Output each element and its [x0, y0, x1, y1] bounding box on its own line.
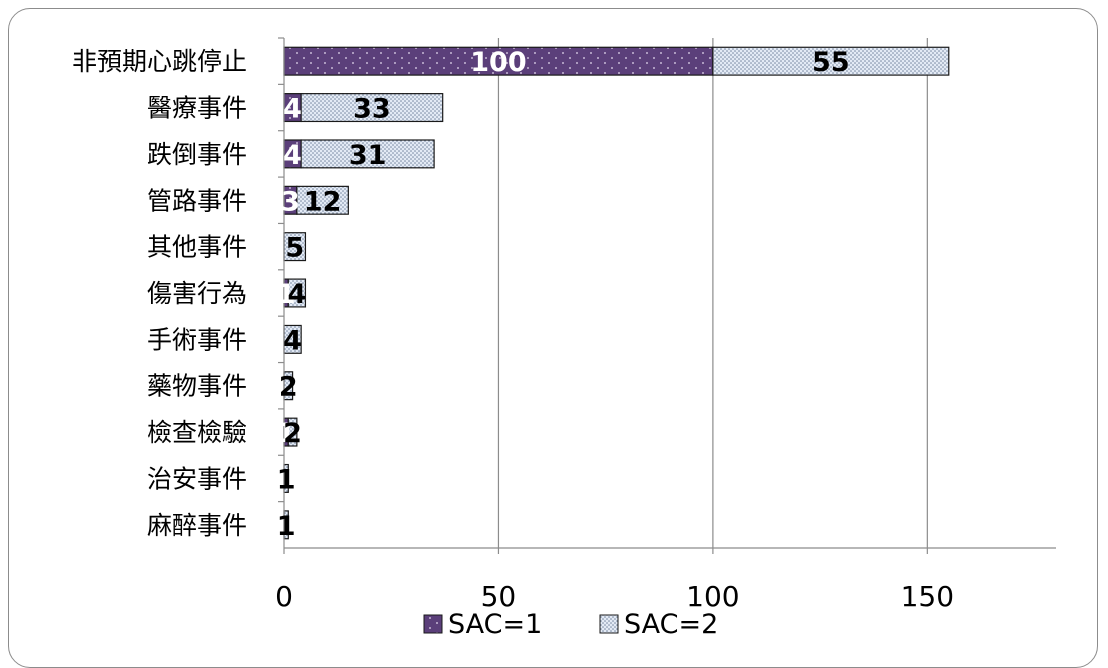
legend-swatch [423, 614, 443, 634]
bar-sac-2 [300, 139, 435, 169]
category-label: 其他事件 [147, 233, 247, 262]
data-label-sac-1: 100 [470, 47, 526, 78]
data-label-sac-2: 1 [277, 511, 296, 542]
x-tick-label: 50 [481, 580, 517, 613]
data-label-sac-2: 33 [353, 94, 391, 125]
bar-sac-2 [287, 417, 298, 447]
data-label-sac-2: 12 [304, 186, 342, 217]
bar-sac-1 [283, 46, 714, 76]
bar-sac-2 [300, 93, 444, 123]
data-label-sac-2: 4 [283, 325, 302, 356]
category-label: 藥物事件 [147, 372, 247, 401]
category-label: 麻醉事件 [147, 511, 247, 540]
data-label-sac-2: 2 [279, 372, 298, 403]
stacked-bar-chart: 非預期心跳停止醫療事件跌倒事件管路事件其他事件傷害行為手術事件藥物事件檢查檢驗治… [72, 37, 1056, 640]
data-label-sac-1: 4 [283, 140, 302, 171]
category-label: 管路事件 [147, 186, 247, 215]
bar-sac-2 [712, 46, 950, 76]
bar-sac-2 [296, 185, 349, 215]
bar-sac-2 [287, 278, 307, 308]
data-label-sac-1: 3 [281, 186, 300, 217]
data-label-sac-2: 55 [812, 47, 850, 78]
x-tick-label: 150 [901, 580, 954, 613]
data-label-sac-2: 31 [349, 140, 387, 171]
legend-label: SAC=2 [624, 609, 718, 640]
data-label-sac-1: 1 [277, 279, 296, 310]
data-label-sac-1: 4 [283, 94, 302, 125]
category-label: 手術事件 [147, 325, 247, 354]
data-label-sac-2: 2 [283, 418, 302, 449]
category-label: 檢查檢驗 [147, 418, 247, 447]
category-label: 非預期心跳停止 [72, 47, 247, 76]
data-label-sac-2: 5 [285, 233, 304, 264]
category-label: 醫療事件 [147, 94, 247, 123]
x-tick-label: 0 [275, 580, 293, 613]
category-label: 跌倒事件 [147, 140, 247, 169]
data-label-sac-2: 4 [287, 279, 306, 310]
legend-swatch [599, 614, 619, 634]
category-label: 治安事件 [147, 464, 247, 493]
data-label-sac-1: 1 [277, 418, 296, 449]
category-label: 傷害行為 [147, 279, 247, 308]
legend-label: SAC=1 [448, 609, 542, 640]
data-label-sac-2: 1 [277, 464, 296, 495]
x-tick-label: 100 [686, 580, 739, 613]
